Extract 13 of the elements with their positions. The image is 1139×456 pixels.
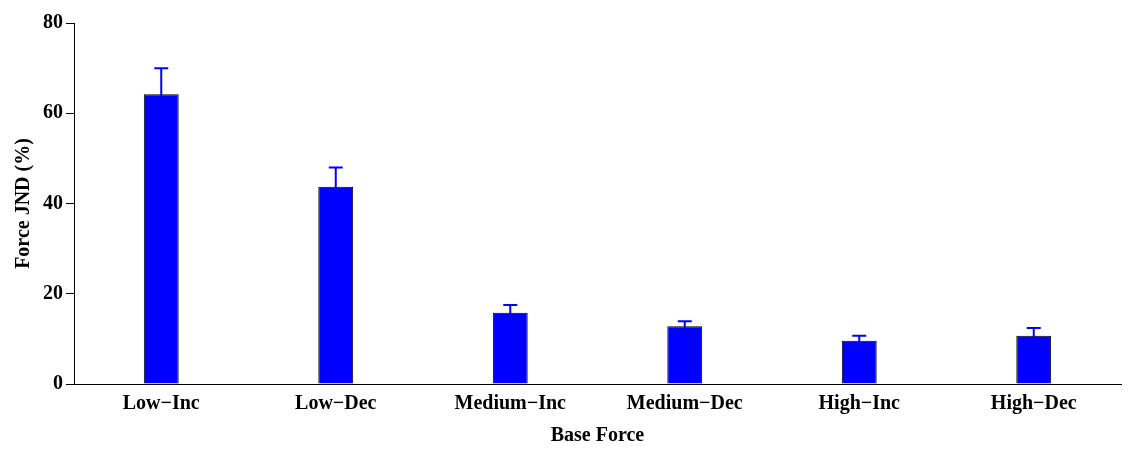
x-tick-label: High−Dec	[990, 391, 1077, 415]
y-tick-label: 0	[53, 371, 63, 394]
x-axis-title: Base Force	[550, 423, 645, 446]
y-axis-title: Force JND (%)	[11, 138, 35, 269]
x-tick-label: High−Inc	[818, 391, 901, 415]
x-tick-label: Low−Dec	[295, 391, 377, 414]
y-tick-label: 60	[43, 100, 63, 123]
x-tick-label: Low−Inc	[122, 391, 200, 414]
y-tick-label: 40	[43, 190, 63, 213]
y-tick-label: 80	[43, 10, 63, 33]
x-tick-label: Medium−Inc	[454, 391, 567, 414]
y-tick-label: 20	[43, 280, 63, 303]
x-tick-label: Medium−Dec	[626, 391, 743, 414]
